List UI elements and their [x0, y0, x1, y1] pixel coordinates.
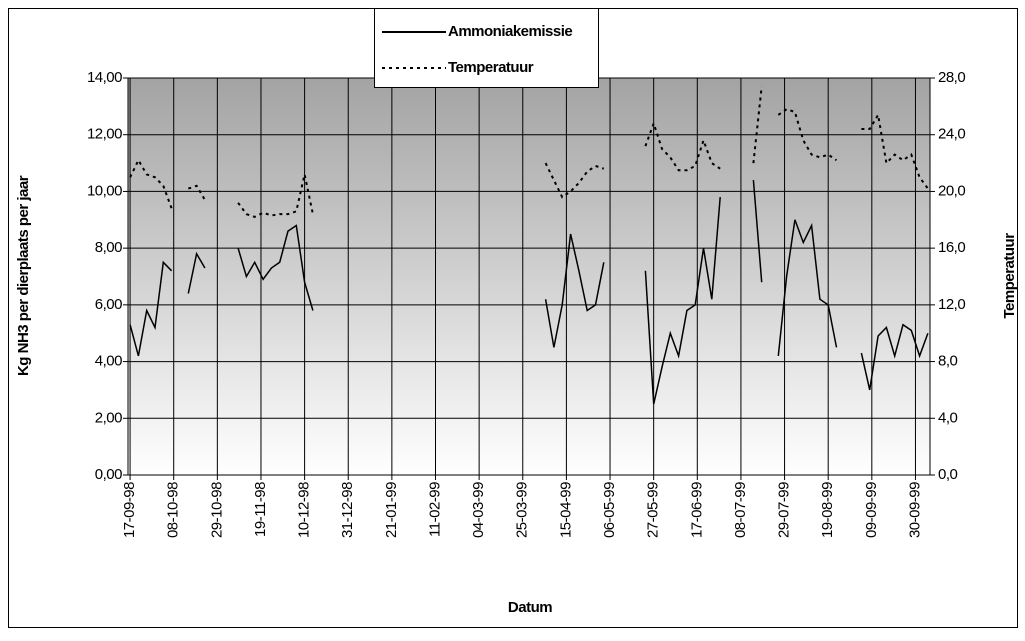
y-tick-label: 0,00: [95, 466, 122, 483]
y-tick-label: 12,00: [87, 126, 122, 143]
y2-tick-label: 20,0: [938, 182, 965, 199]
x-tick-label: 17-06-99: [688, 482, 705, 538]
y-tick-label: 14,00: [87, 69, 122, 86]
y2-tick-label: 24,0: [938, 126, 965, 143]
x-tick-label: 31-12-98: [339, 482, 356, 538]
series-line: [129, 180, 929, 405]
y-tick-label: 8,00: [95, 239, 122, 256]
y2-tick-label: 8,0: [938, 353, 958, 370]
y-tick-label: 10,00: [87, 182, 122, 199]
x-tick-label: 27-05-99: [645, 482, 662, 538]
series-line: [129, 86, 929, 218]
x-tick-label: 21-01-99: [383, 482, 400, 538]
x-tick-label: 10-12-98: [296, 482, 313, 538]
y2-tick-label: 28,0: [938, 69, 965, 86]
x-tick-label: 19-11-98: [252, 482, 269, 537]
legend: Ammoniakemissie Temperatuur: [374, 8, 599, 88]
x-tick-label: 08-07-99: [732, 482, 749, 538]
x-tick-label: 08-10-98: [165, 482, 182, 538]
legend-box: [374, 8, 599, 88]
x-tick-label: 29-10-98: [208, 482, 225, 538]
plot-area: [128, 78, 930, 475]
y-tick-label: 6,00: [95, 296, 122, 313]
x-tick-label: 17-09-98: [121, 482, 138, 538]
y2-axis-label: Temperatuur: [1001, 233, 1018, 319]
y2-tick-label: 12,0: [938, 296, 965, 313]
x-tick-label: 06-05-99: [601, 482, 618, 538]
legend-label: Temperatuur: [448, 59, 534, 76]
x-tick-label: 30-09-99: [906, 482, 923, 538]
x-tick-label: 04-03-99: [470, 482, 487, 538]
legend-label: Ammoniakemissie: [448, 23, 572, 40]
y-tick-label: 2,00: [95, 409, 122, 426]
x-tick-label: 11-02-99: [426, 482, 443, 537]
y-tick-label: 4,00: [95, 353, 122, 370]
x-tick-label: 09-09-99: [863, 482, 880, 538]
x-tick-label: 25-03-99: [514, 482, 531, 538]
x-tick-label: 19-08-99: [819, 482, 836, 538]
x-tick-label: 29-07-99: [776, 482, 793, 538]
x-axis-label: Datum: [508, 599, 552, 616]
y2-tick-label: 0,0: [938, 466, 958, 483]
y2-tick-label: 4,0: [938, 409, 958, 426]
y2-tick-label: 16,0: [938, 239, 965, 256]
x-tick-label: 15-04-99: [557, 482, 574, 538]
y-axis-label: Kg NH3 per dierplaats per jaar: [15, 175, 32, 376]
